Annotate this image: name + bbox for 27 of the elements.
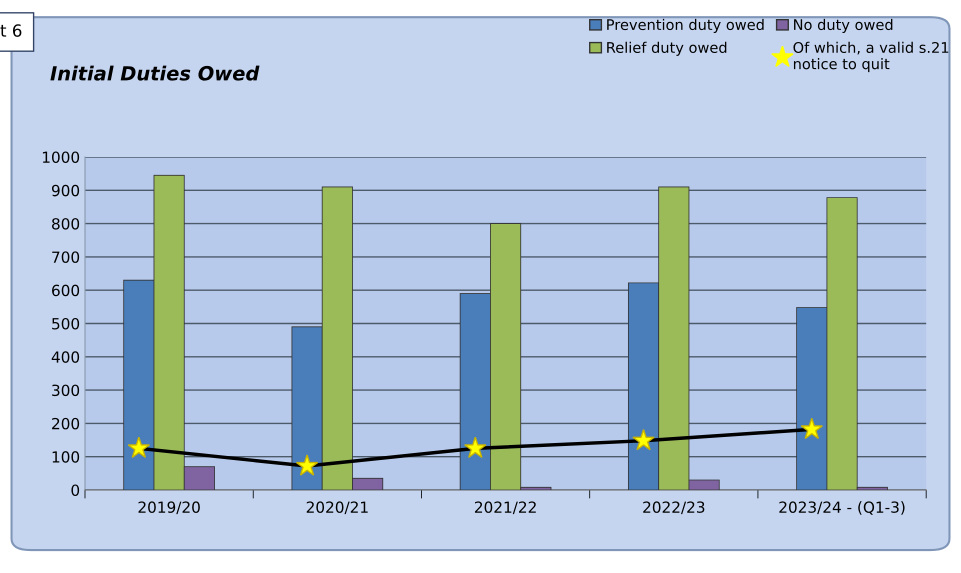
x-tick-label: 2021/22: [474, 501, 536, 514]
y-tick-label: 900: [52, 184, 80, 196]
x-tick-label: 2019/20: [138, 501, 200, 514]
legend-label: No duty owed: [794, 18, 892, 33]
x-tick-label: 2023/24 - (Q1-3): [779, 501, 905, 515]
y-tick-label: 300: [52, 384, 80, 396]
y-tick-label: 800: [52, 218, 80, 230]
y-tick-label: 500: [52, 318, 80, 330]
y-tick-label: 600: [52, 284, 80, 296]
y-tick-label: 100: [52, 451, 80, 463]
x-tick-label: 2022/23: [643, 501, 704, 514]
y-tick-label: 400: [52, 351, 80, 363]
legend-label: Relief duty owed: [607, 42, 726, 56]
legend-label: Of which, a valid s.21 notice to quit: [793, 42, 948, 72]
point: [632, 428, 655, 450]
y-tick-label: 200: [52, 418, 80, 430]
text: t 6: [0, 24, 22, 37]
point: [296, 454, 318, 476]
chart-title: Initial Duties Owed: [50, 66, 260, 81]
y-tick-label: 700: [52, 251, 80, 263]
point: [800, 418, 824, 440]
point: [128, 436, 150, 458]
y-tick-label: 0: [71, 484, 80, 496]
legend-label: Prevention duty owed: [607, 18, 764, 33]
x-tick-label: 2020/21: [306, 501, 368, 514]
point: [464, 436, 487, 458]
y-tick-label: 1000: [42, 151, 80, 164]
